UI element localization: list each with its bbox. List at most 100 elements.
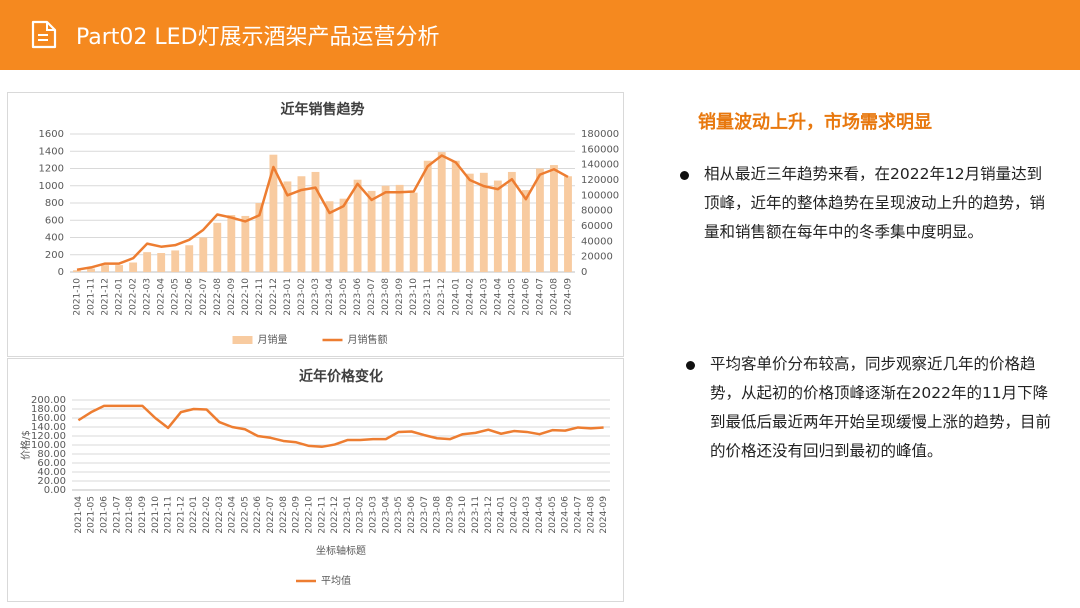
x-tick-label: 2022-03 [215,496,225,534]
x-tick-label: 2023-04 [325,278,335,316]
y2-tick-label: 60000 [581,221,613,232]
x-tick-label: 2024-03 [479,278,489,316]
y2-tick-label: 40000 [581,236,613,247]
notes-heading: 销量波动上升，市场需求明显 [698,112,932,133]
y-tick-label: 0 [58,267,64,278]
x-tick-label: 2021-12 [176,496,186,534]
x-tick-label: 2023-10 [458,496,468,534]
y-tick-label: 100.00 [31,440,66,451]
x-tick-label: 2022-03 [143,278,153,316]
x-tick-label: 2022-11 [317,496,327,534]
x-tick-label: 2023-05 [339,278,349,316]
x-tick-label: 2024-07 [573,496,583,534]
bar [381,185,390,272]
bar [325,201,334,272]
y-tick-label: 40.00 [37,467,66,478]
line [76,154,569,271]
bullet-text: 相从最近三年趋势来看，在2022年12月销量达到顶峰，近年的整体趋势在呈现波动上… [704,165,1046,241]
bar [367,190,376,272]
x-tick-label: 2022-02 [202,496,212,534]
x-tick-label: 2023-09 [445,496,455,534]
bar [451,160,460,272]
x-tick-label: 2022-09 [292,496,302,534]
x-tick-label: 2022-09 [227,278,237,316]
x-tick-label: 2024-05 [507,278,517,316]
bar [255,203,264,272]
y-tick-label: 200.00 [31,395,66,406]
x-tick-label: 2022-06 [185,278,195,316]
y2-tick-label: 160000 [581,144,619,155]
y-tick-label: 180.00 [31,404,66,415]
bar [564,176,572,272]
x-tick-label: 2023-11 [471,496,481,534]
bar [143,252,152,272]
notes: 销量波动上升，市场需求明显 相从最近三年趋势来看，在2022年12月销量达到顶峰… [680,100,1060,460]
x-tick-label: 2024-06 [521,278,531,316]
bar [283,181,292,272]
x-tick-label: 2024-03 [522,496,532,534]
y-tick-label: 800 [45,198,64,209]
x-tick-label: 2022-01 [189,496,199,534]
x-tick-label: 2022-04 [157,278,167,316]
x-tick-label: 2023-08 [433,496,443,534]
x-tick-label: 2021-11 [164,496,174,534]
bar [465,173,474,272]
x-tick-label: 2023-07 [367,278,377,316]
x-tick-label: 2022-08 [279,496,289,534]
bar [437,152,446,272]
x-tick-label: 2021-10 [151,496,161,534]
bar [395,184,404,272]
x-tick-label: 2022-07 [199,278,209,316]
bar [521,190,530,272]
x-tick-label: 2021-06 [100,496,110,534]
x-tick-label: 2022-04 [228,496,238,534]
bar [213,222,222,272]
x-tick-label: 2024-09 [563,278,573,316]
bar [101,265,109,272]
y2-tick-label: 80000 [581,206,613,217]
x-axis-title: 坐标轴标题 [316,544,366,557]
x-tick-label: 2021-08 [125,496,135,534]
x-tick-label: 2022-05 [240,496,250,534]
x-tick-label: 2023-09 [395,278,405,316]
x-tick-label: 2023-06 [353,278,363,316]
bar [339,198,348,272]
y-tick-label: 140.00 [31,422,66,433]
legend-label: 月销售额 [348,333,388,346]
x-tick-label: 2022-02 [129,278,139,316]
y-tick-label: 60.00 [37,458,66,469]
x-tick-label: 2024-08 [586,496,596,534]
x-tick-label: 2022-10 [304,496,314,534]
bar [493,180,502,272]
bar [199,237,208,272]
bar [550,165,558,272]
bullet: 平均客单价分布较高，同步观察近几年的价格趋势，从起初的价格顶峰逐渐在2022年的… [686,350,1060,466]
x-tick-label: 2024-04 [493,278,503,316]
x-tick-label: 2024-02 [509,496,519,534]
x-tick-label: 2024-07 [535,278,545,316]
x-tick-label: 2021-04 [74,496,84,534]
legend-swatch [232,336,253,344]
chart-title: 近年价格变化 [299,368,383,385]
bar [269,154,278,272]
x-tick-label: 2023-02 [356,496,366,534]
y2-tick-label: 180000 [581,129,619,140]
y-tick-label: 120.00 [31,431,66,442]
x-tick-label: 2023-08 [381,278,391,316]
x-tick-label: 2022-12 [269,278,279,316]
bar [297,176,306,272]
x-tick-label: 2022-12 [330,496,340,534]
x-tick-label: 2024-01 [451,278,461,316]
bar [171,250,180,272]
bar [507,171,516,272]
chart-title: 近年销售趋势 [281,101,365,118]
y-tick-label: 200 [45,250,64,261]
bullet-dot [680,171,689,180]
y-tick-label: 1400 [39,146,64,157]
header-icon [31,20,57,49]
x-tick-label: 2023-10 [409,278,419,316]
x-tick-label: 2024-02 [465,278,475,316]
bar [353,179,362,272]
